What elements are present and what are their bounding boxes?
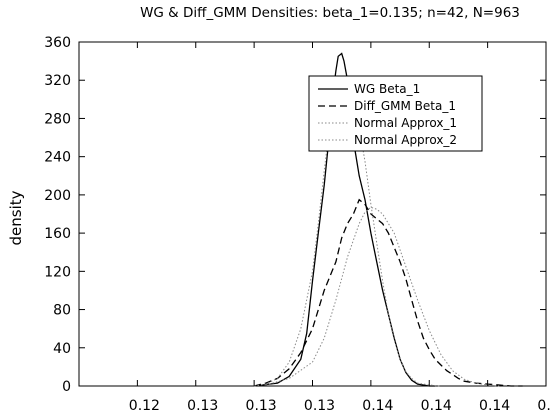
x-tick-label: 0.14 bbox=[362, 398, 393, 414]
legend-label-1: WG Beta_1 bbox=[354, 82, 420, 96]
y-tick-label: 0 bbox=[62, 379, 71, 395]
x-tick-label: 0.14 bbox=[421, 398, 452, 414]
ticks-layer: 0 40 80 120 160 200 240 280 320 360 0.12 0.13 0.13 0.… bbox=[44, 35, 550, 414]
legend: WG Beta_1 Diff_GMM Beta_1 Normal Approx_1 N… bbox=[308, 75, 483, 152]
x-tick-label: 0.13 bbox=[187, 398, 218, 414]
y-axis-label: density bbox=[7, 190, 25, 245]
y-tick-label: 80 bbox=[53, 303, 71, 319]
y-tick-label: 360 bbox=[44, 35, 71, 51]
y-tick-label: 160 bbox=[44, 226, 71, 242]
y-tick-label: 200 bbox=[44, 188, 71, 204]
chart-title: WG & Diff_GMM Densities: beta_1=0.135; n… bbox=[140, 5, 520, 21]
y-tick-label: 280 bbox=[44, 111, 71, 127]
y-tick-label: 40 bbox=[53, 341, 71, 357]
legend-label-2: Diff_GMM Beta_1 bbox=[354, 99, 456, 113]
series-line-2 bbox=[253, 198, 523, 387]
plot-area: 0 40 80 120 160 200 240 280 320 360 0.12 0.13 0.13 0.… bbox=[44, 35, 550, 414]
y-tick-label: 120 bbox=[44, 264, 71, 280]
x-tick-label: 0.13 bbox=[246, 398, 277, 414]
x-tick-label: 0.13 bbox=[304, 398, 335, 414]
legend-label-3: Normal Approx_1 bbox=[354, 116, 457, 130]
x-tick-label: 0.15 bbox=[537, 398, 550, 414]
legend-label-4: Normal Approx_2 bbox=[354, 133, 457, 147]
y-tick-label: 320 bbox=[44, 73, 71, 89]
y-tick-label: 240 bbox=[44, 150, 71, 166]
x-tick-label: 0.12 bbox=[129, 398, 160, 414]
x-tick-label: 0.14 bbox=[479, 398, 510, 414]
